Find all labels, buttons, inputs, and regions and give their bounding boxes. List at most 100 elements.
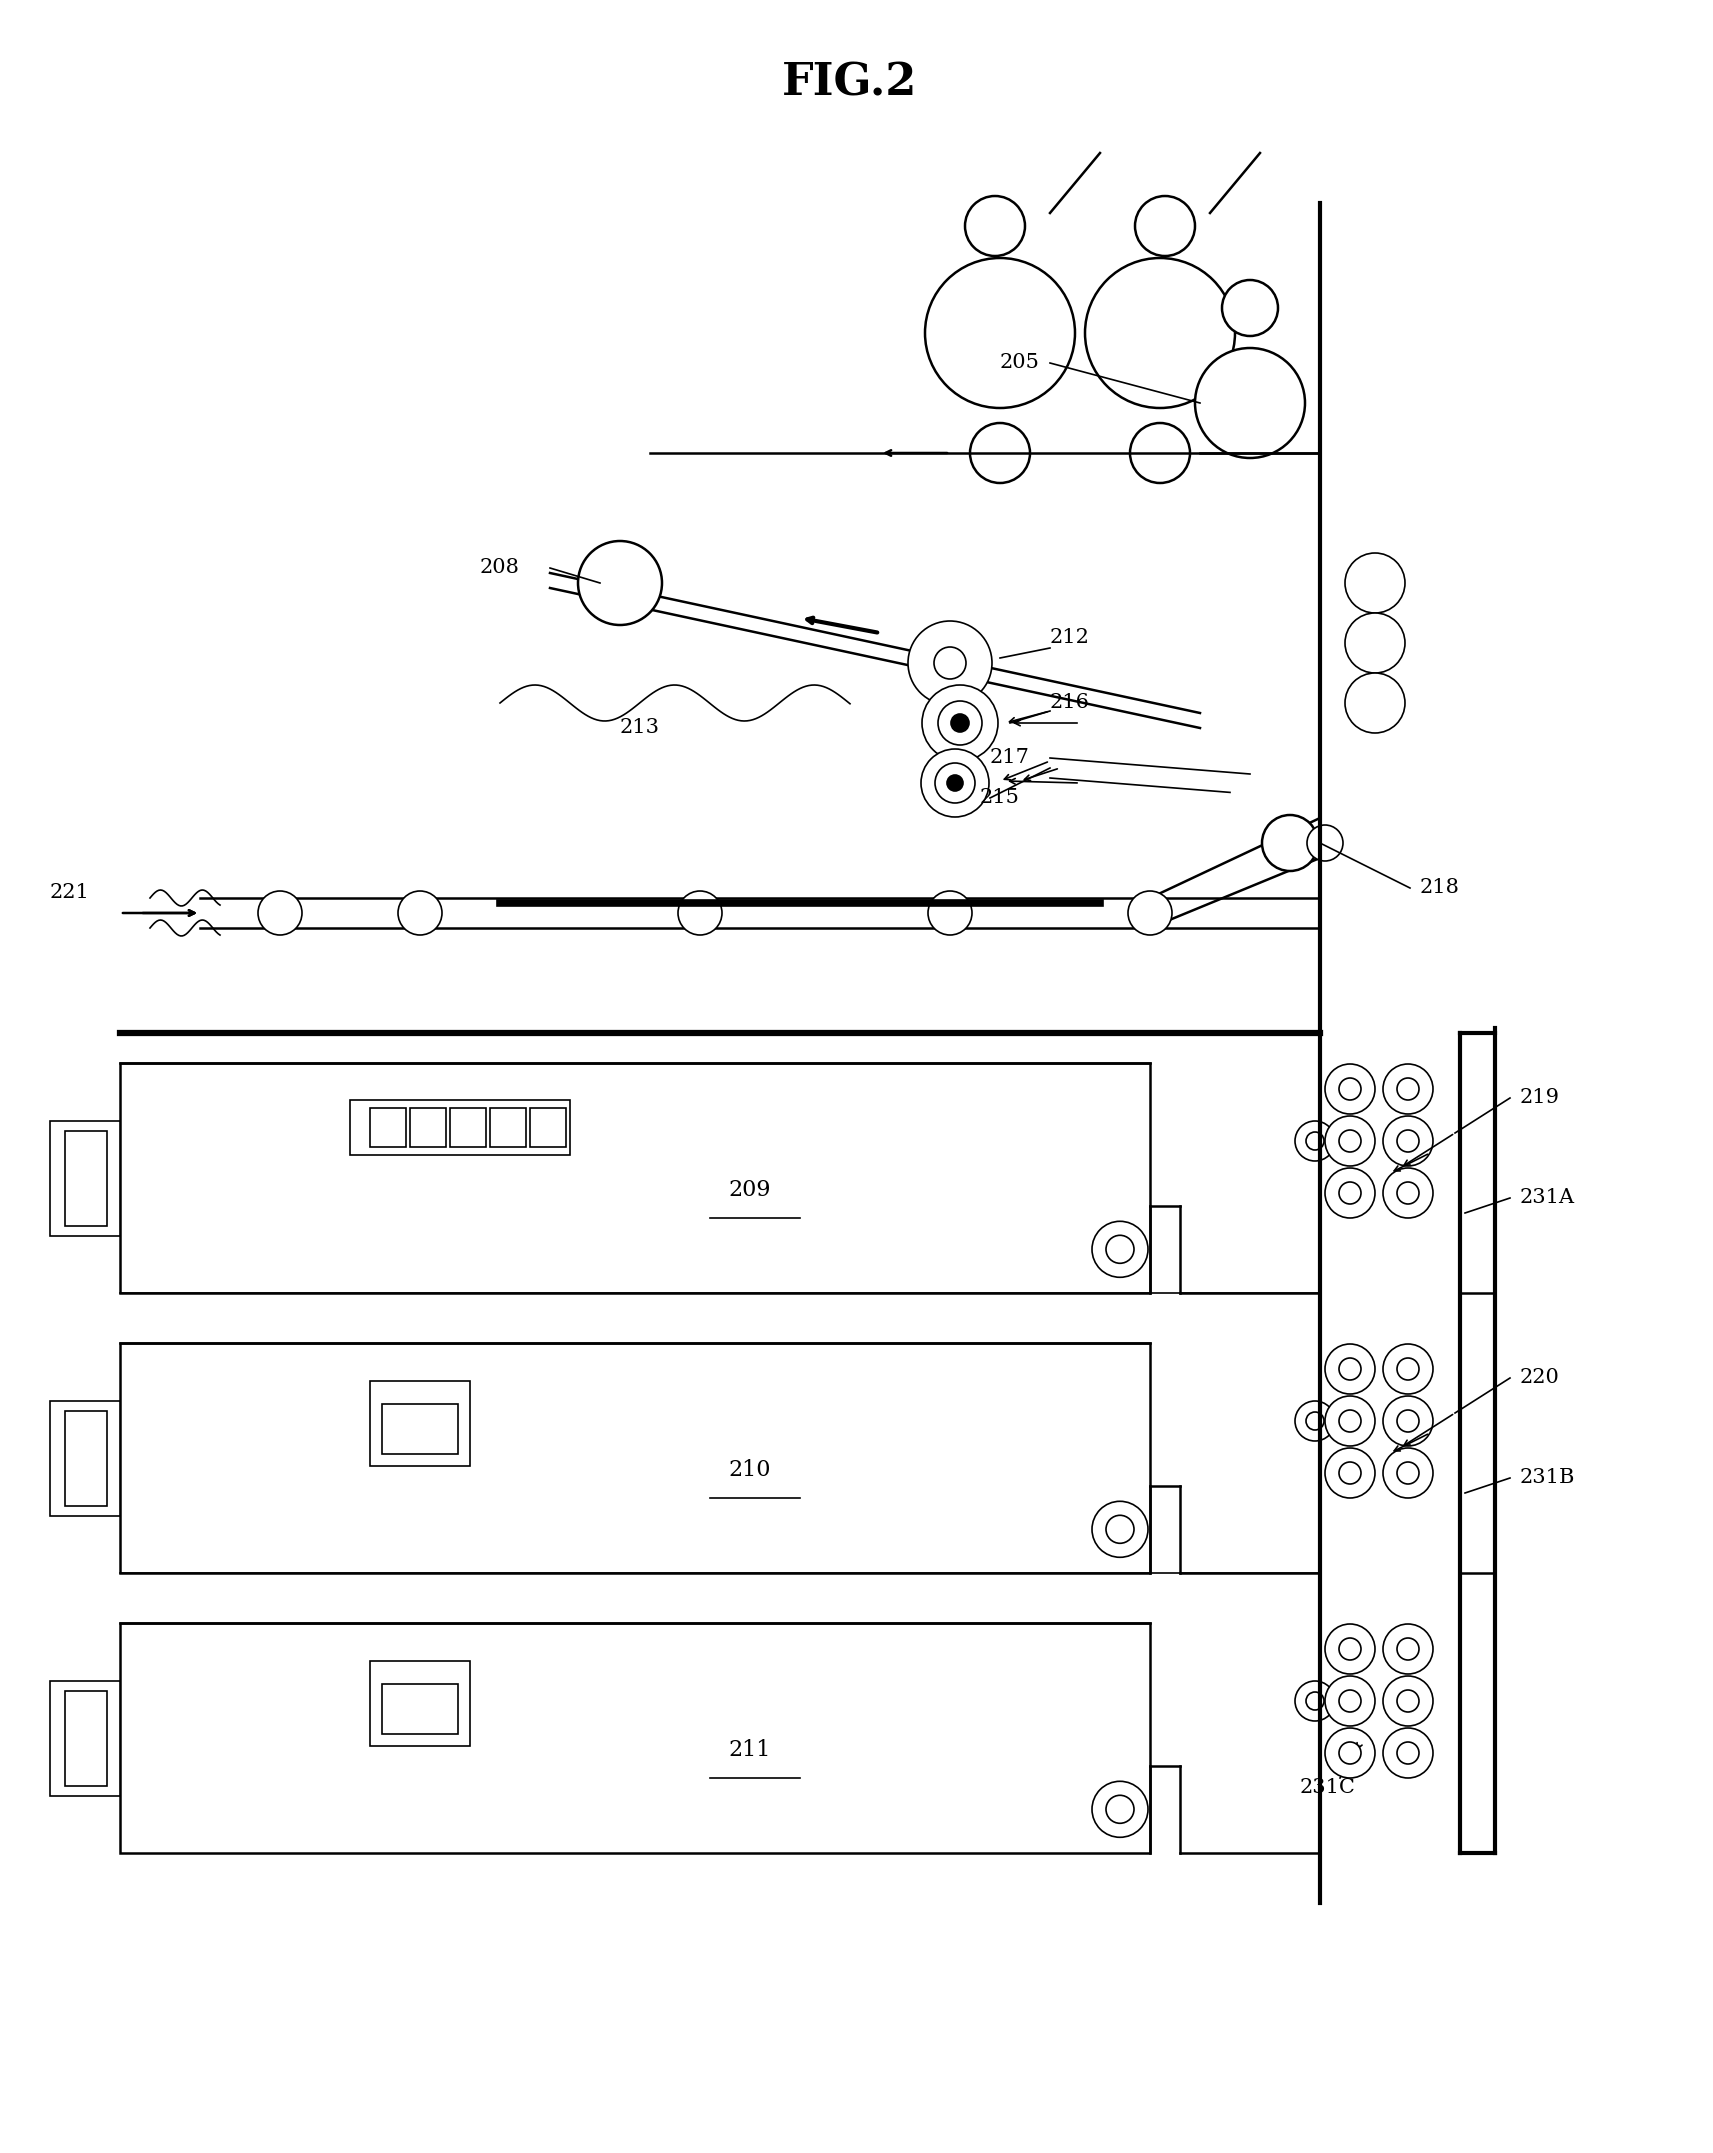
Text: 209: 209 bbox=[728, 1178, 771, 1201]
Text: 215: 215 bbox=[980, 788, 1019, 807]
Circle shape bbox=[1382, 1167, 1434, 1219]
FancyBboxPatch shape bbox=[120, 1343, 1149, 1574]
Circle shape bbox=[1340, 1359, 1362, 1380]
Circle shape bbox=[1382, 1623, 1434, 1675]
Circle shape bbox=[947, 775, 963, 790]
Text: 211: 211 bbox=[728, 1737, 771, 1761]
Circle shape bbox=[1324, 1064, 1376, 1113]
FancyBboxPatch shape bbox=[382, 1684, 457, 1733]
Circle shape bbox=[1345, 674, 1405, 732]
Circle shape bbox=[1136, 196, 1196, 256]
Circle shape bbox=[1398, 1079, 1418, 1100]
Circle shape bbox=[935, 762, 975, 803]
Text: 210: 210 bbox=[728, 1458, 771, 1481]
Circle shape bbox=[964, 196, 1024, 256]
Text: 218: 218 bbox=[1420, 878, 1459, 898]
Circle shape bbox=[1221, 280, 1278, 336]
Circle shape bbox=[1382, 1343, 1434, 1393]
Text: 219: 219 bbox=[1519, 1087, 1561, 1107]
Circle shape bbox=[1262, 816, 1317, 872]
Circle shape bbox=[925, 258, 1076, 409]
Circle shape bbox=[1340, 1079, 1362, 1100]
Circle shape bbox=[1324, 1167, 1376, 1219]
Circle shape bbox=[1340, 1130, 1362, 1152]
Circle shape bbox=[1324, 1675, 1376, 1727]
Circle shape bbox=[922, 749, 988, 816]
FancyBboxPatch shape bbox=[370, 1380, 469, 1466]
Circle shape bbox=[1305, 1692, 1324, 1709]
Circle shape bbox=[1307, 825, 1343, 861]
Circle shape bbox=[1398, 1130, 1418, 1152]
Circle shape bbox=[1295, 1122, 1334, 1160]
Circle shape bbox=[1107, 1516, 1134, 1544]
Circle shape bbox=[934, 648, 966, 678]
Circle shape bbox=[1091, 1501, 1148, 1557]
Circle shape bbox=[1324, 1395, 1376, 1447]
FancyBboxPatch shape bbox=[451, 1109, 486, 1148]
Circle shape bbox=[1398, 1638, 1418, 1660]
Circle shape bbox=[1091, 1221, 1148, 1277]
Circle shape bbox=[951, 715, 970, 732]
Circle shape bbox=[928, 891, 971, 934]
FancyBboxPatch shape bbox=[65, 1690, 106, 1785]
Circle shape bbox=[1398, 1359, 1418, 1380]
Circle shape bbox=[678, 891, 721, 934]
FancyBboxPatch shape bbox=[529, 1109, 565, 1148]
Text: 213: 213 bbox=[620, 717, 660, 736]
FancyBboxPatch shape bbox=[50, 1681, 120, 1796]
Circle shape bbox=[1305, 1412, 1324, 1430]
Circle shape bbox=[922, 685, 999, 760]
Circle shape bbox=[1084, 258, 1235, 409]
Circle shape bbox=[1345, 614, 1405, 674]
Circle shape bbox=[1382, 1115, 1434, 1167]
Text: 208: 208 bbox=[480, 558, 519, 577]
Circle shape bbox=[1340, 1638, 1362, 1660]
Circle shape bbox=[1107, 1236, 1134, 1264]
Circle shape bbox=[1398, 1462, 1418, 1483]
Circle shape bbox=[1340, 1410, 1362, 1432]
Circle shape bbox=[1127, 891, 1172, 934]
FancyBboxPatch shape bbox=[382, 1404, 457, 1453]
FancyBboxPatch shape bbox=[120, 1623, 1149, 1854]
Circle shape bbox=[1305, 1132, 1324, 1150]
Circle shape bbox=[1340, 1462, 1362, 1483]
FancyBboxPatch shape bbox=[120, 1064, 1149, 1294]
Circle shape bbox=[908, 620, 992, 704]
Circle shape bbox=[1340, 1742, 1362, 1763]
Text: 216: 216 bbox=[1050, 693, 1089, 713]
Circle shape bbox=[1324, 1343, 1376, 1393]
FancyBboxPatch shape bbox=[65, 1410, 106, 1505]
Circle shape bbox=[1196, 349, 1305, 459]
Text: 217: 217 bbox=[990, 747, 1030, 766]
Circle shape bbox=[1324, 1115, 1376, 1167]
Circle shape bbox=[1345, 553, 1405, 614]
Circle shape bbox=[1091, 1781, 1148, 1837]
Circle shape bbox=[1382, 1675, 1434, 1727]
Text: 205: 205 bbox=[1000, 353, 1040, 372]
Circle shape bbox=[1398, 1182, 1418, 1204]
FancyBboxPatch shape bbox=[50, 1120, 120, 1236]
Text: 221: 221 bbox=[50, 883, 89, 902]
Circle shape bbox=[1382, 1449, 1434, 1498]
Circle shape bbox=[1131, 422, 1191, 482]
Circle shape bbox=[1324, 1449, 1376, 1498]
Circle shape bbox=[1295, 1402, 1334, 1440]
Circle shape bbox=[1340, 1690, 1362, 1712]
Circle shape bbox=[1398, 1410, 1418, 1432]
FancyBboxPatch shape bbox=[65, 1130, 106, 1225]
Circle shape bbox=[1398, 1742, 1418, 1763]
Circle shape bbox=[1295, 1681, 1334, 1720]
FancyBboxPatch shape bbox=[50, 1399, 120, 1516]
Circle shape bbox=[1324, 1623, 1376, 1675]
FancyBboxPatch shape bbox=[490, 1109, 526, 1148]
Circle shape bbox=[1398, 1690, 1418, 1712]
Circle shape bbox=[1382, 1064, 1434, 1113]
Circle shape bbox=[1382, 1729, 1434, 1778]
Text: FIG.2: FIG.2 bbox=[783, 62, 918, 105]
Circle shape bbox=[1340, 1182, 1362, 1204]
FancyBboxPatch shape bbox=[370, 1109, 406, 1148]
Circle shape bbox=[939, 702, 982, 745]
Text: 220: 220 bbox=[1519, 1367, 1561, 1387]
FancyBboxPatch shape bbox=[409, 1109, 445, 1148]
Text: 212: 212 bbox=[1050, 629, 1089, 648]
